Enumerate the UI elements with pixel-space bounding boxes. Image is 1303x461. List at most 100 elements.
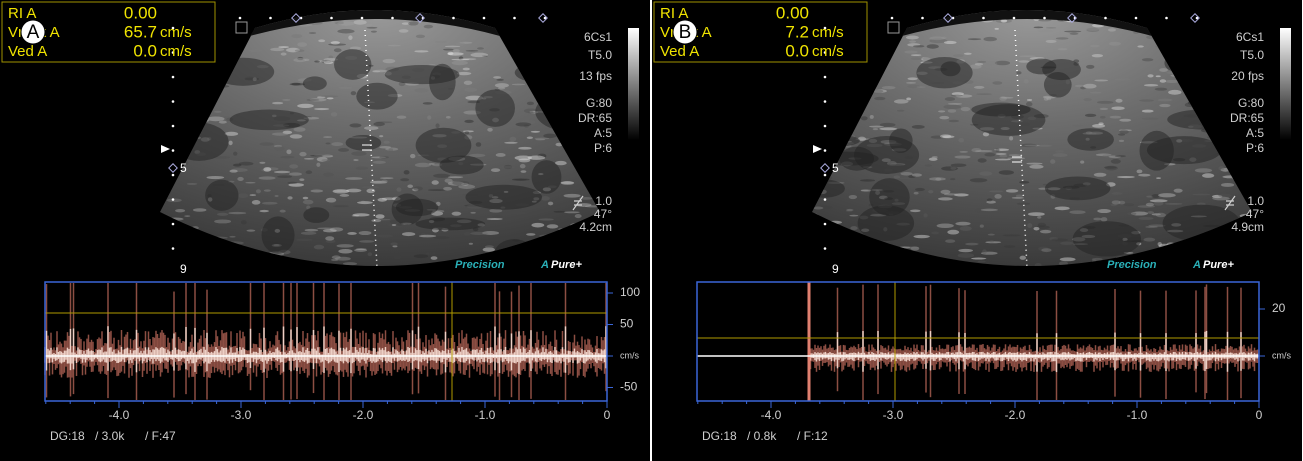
- speckle-dot: [1019, 181, 1029, 184]
- speckle-dot: [909, 40, 916, 42]
- speckle-dot: [1195, 168, 1212, 172]
- speckle-dot: [229, 236, 235, 238]
- speckle-dot: [1218, 166, 1224, 170]
- speckle-dot: [392, 224, 396, 226]
- speckle-dot: [451, 59, 469, 61]
- speckle-dot: [518, 147, 532, 150]
- speckle-dot: [1072, 125, 1084, 127]
- speckle-dot: [413, 186, 422, 190]
- speckle-dot: [333, 189, 350, 193]
- speckle-dot: [317, 228, 335, 230]
- info-value: 7.2: [785, 22, 809, 41]
- dark-region: [230, 110, 309, 131]
- speckle-dot: [999, 155, 1007, 158]
- speckle-dot: [321, 159, 330, 162]
- gray-scale-bar: [628, 28, 639, 140]
- speckle-dot: [520, 164, 526, 168]
- speckle-dot: [323, 136, 332, 138]
- depth-dot: [172, 76, 175, 79]
- speckle-dot: [338, 249, 352, 254]
- speckle-dot: [366, 27, 377, 29]
- speckle-dot: [940, 190, 950, 194]
- speckle-dot: [424, 25, 433, 29]
- speckle-dot: [306, 99, 319, 101]
- dark-region: [346, 135, 382, 151]
- speckle-dot: [975, 150, 992, 152]
- speckle-dot: [1101, 217, 1107, 221]
- speckle-dot: [1080, 161, 1084, 164]
- speckle-dot: [331, 142, 343, 146]
- speckle-dot: [1041, 248, 1051, 252]
- scale-dot: [891, 17, 894, 20]
- speckle-dot: [435, 41, 447, 43]
- speckle-dot: [1027, 99, 1032, 101]
- speckle-dot: [314, 245, 324, 250]
- speckle-dot: [259, 210, 269, 212]
- speckle-dot: [527, 136, 533, 139]
- dark-region: [334, 49, 371, 80]
- speckle-dot: [241, 220, 247, 224]
- speckle-dot: [382, 197, 396, 200]
- footer-text: / 3.0k: [95, 429, 125, 443]
- speckle-dot: [923, 213, 927, 217]
- speckle-dot: [931, 232, 939, 235]
- speckle-dot: [561, 181, 574, 185]
- speckle-dot: [989, 190, 1003, 192]
- parameter: G:80: [1238, 96, 1264, 110]
- speckle-dot: [1127, 212, 1136, 215]
- speckle-dot: [496, 153, 506, 157]
- depth-dot: [824, 247, 827, 250]
- speckle-dot: [230, 170, 238, 173]
- speckle-dot: [543, 134, 556, 138]
- speckle-dot: [944, 41, 957, 44]
- speckle-dot: [272, 102, 283, 104]
- speckle-dot: [1202, 173, 1214, 178]
- speckle-dot: [293, 58, 306, 62]
- parameter: DR:65: [578, 111, 612, 125]
- speckle-dot: [400, 178, 409, 181]
- speckle-dot: [289, 164, 298, 168]
- x-tick-label: -3.0: [231, 408, 252, 422]
- speckle-dot: [1056, 37, 1069, 39]
- dark-region: [356, 83, 397, 110]
- speckle-dot: [1097, 209, 1111, 213]
- speckle-dot: [485, 245, 494, 248]
- speckle-dot: [882, 86, 896, 89]
- speckle-dot: [423, 102, 433, 104]
- speckle-dot: [296, 239, 313, 241]
- x-tick-label: -2.0: [353, 408, 374, 422]
- speckle-dot: [1109, 42, 1121, 46]
- speckle-dot: [1115, 155, 1126, 157]
- speckle-dot: [995, 28, 999, 30]
- speckle-dot: [419, 235, 436, 238]
- speckle-dot: [1145, 226, 1157, 228]
- speckle-dot: [167, 198, 182, 202]
- speckle-dot: [1027, 223, 1032, 228]
- speckle-dot: [290, 83, 305, 85]
- depth-dot: [172, 247, 175, 250]
- speckle-dot: [431, 256, 438, 260]
- scale-dot: [239, 17, 242, 20]
- speckle-dot: [906, 36, 919, 40]
- speckle-dot: [928, 190, 933, 193]
- y-tick-label: 50: [620, 317, 634, 331]
- speckle-dot: [1004, 245, 1015, 248]
- speckle-dot: [337, 29, 354, 33]
- speckle-dot: [1099, 122, 1104, 125]
- depth-dot: [824, 76, 827, 79]
- parameter: 20 fps: [1231, 69, 1264, 83]
- dark-region: [262, 216, 295, 253]
- speckle-dot: [304, 158, 314, 160]
- speckle-dot: [1115, 99, 1122, 103]
- speckle-dot: [995, 148, 999, 151]
- speckle-dot: [953, 54, 964, 57]
- speckle-dot: [259, 142, 273, 146]
- speckle-dot: [277, 175, 292, 178]
- speckle-dot: [1026, 163, 1042, 165]
- speckle-dot: [345, 177, 362, 180]
- speckle-dot: [1142, 58, 1154, 61]
- scale-dot: [921, 17, 924, 20]
- footer-text: DG:18: [50, 429, 85, 443]
- speckle-dot: [965, 243, 978, 246]
- speckle-dot: [366, 189, 375, 193]
